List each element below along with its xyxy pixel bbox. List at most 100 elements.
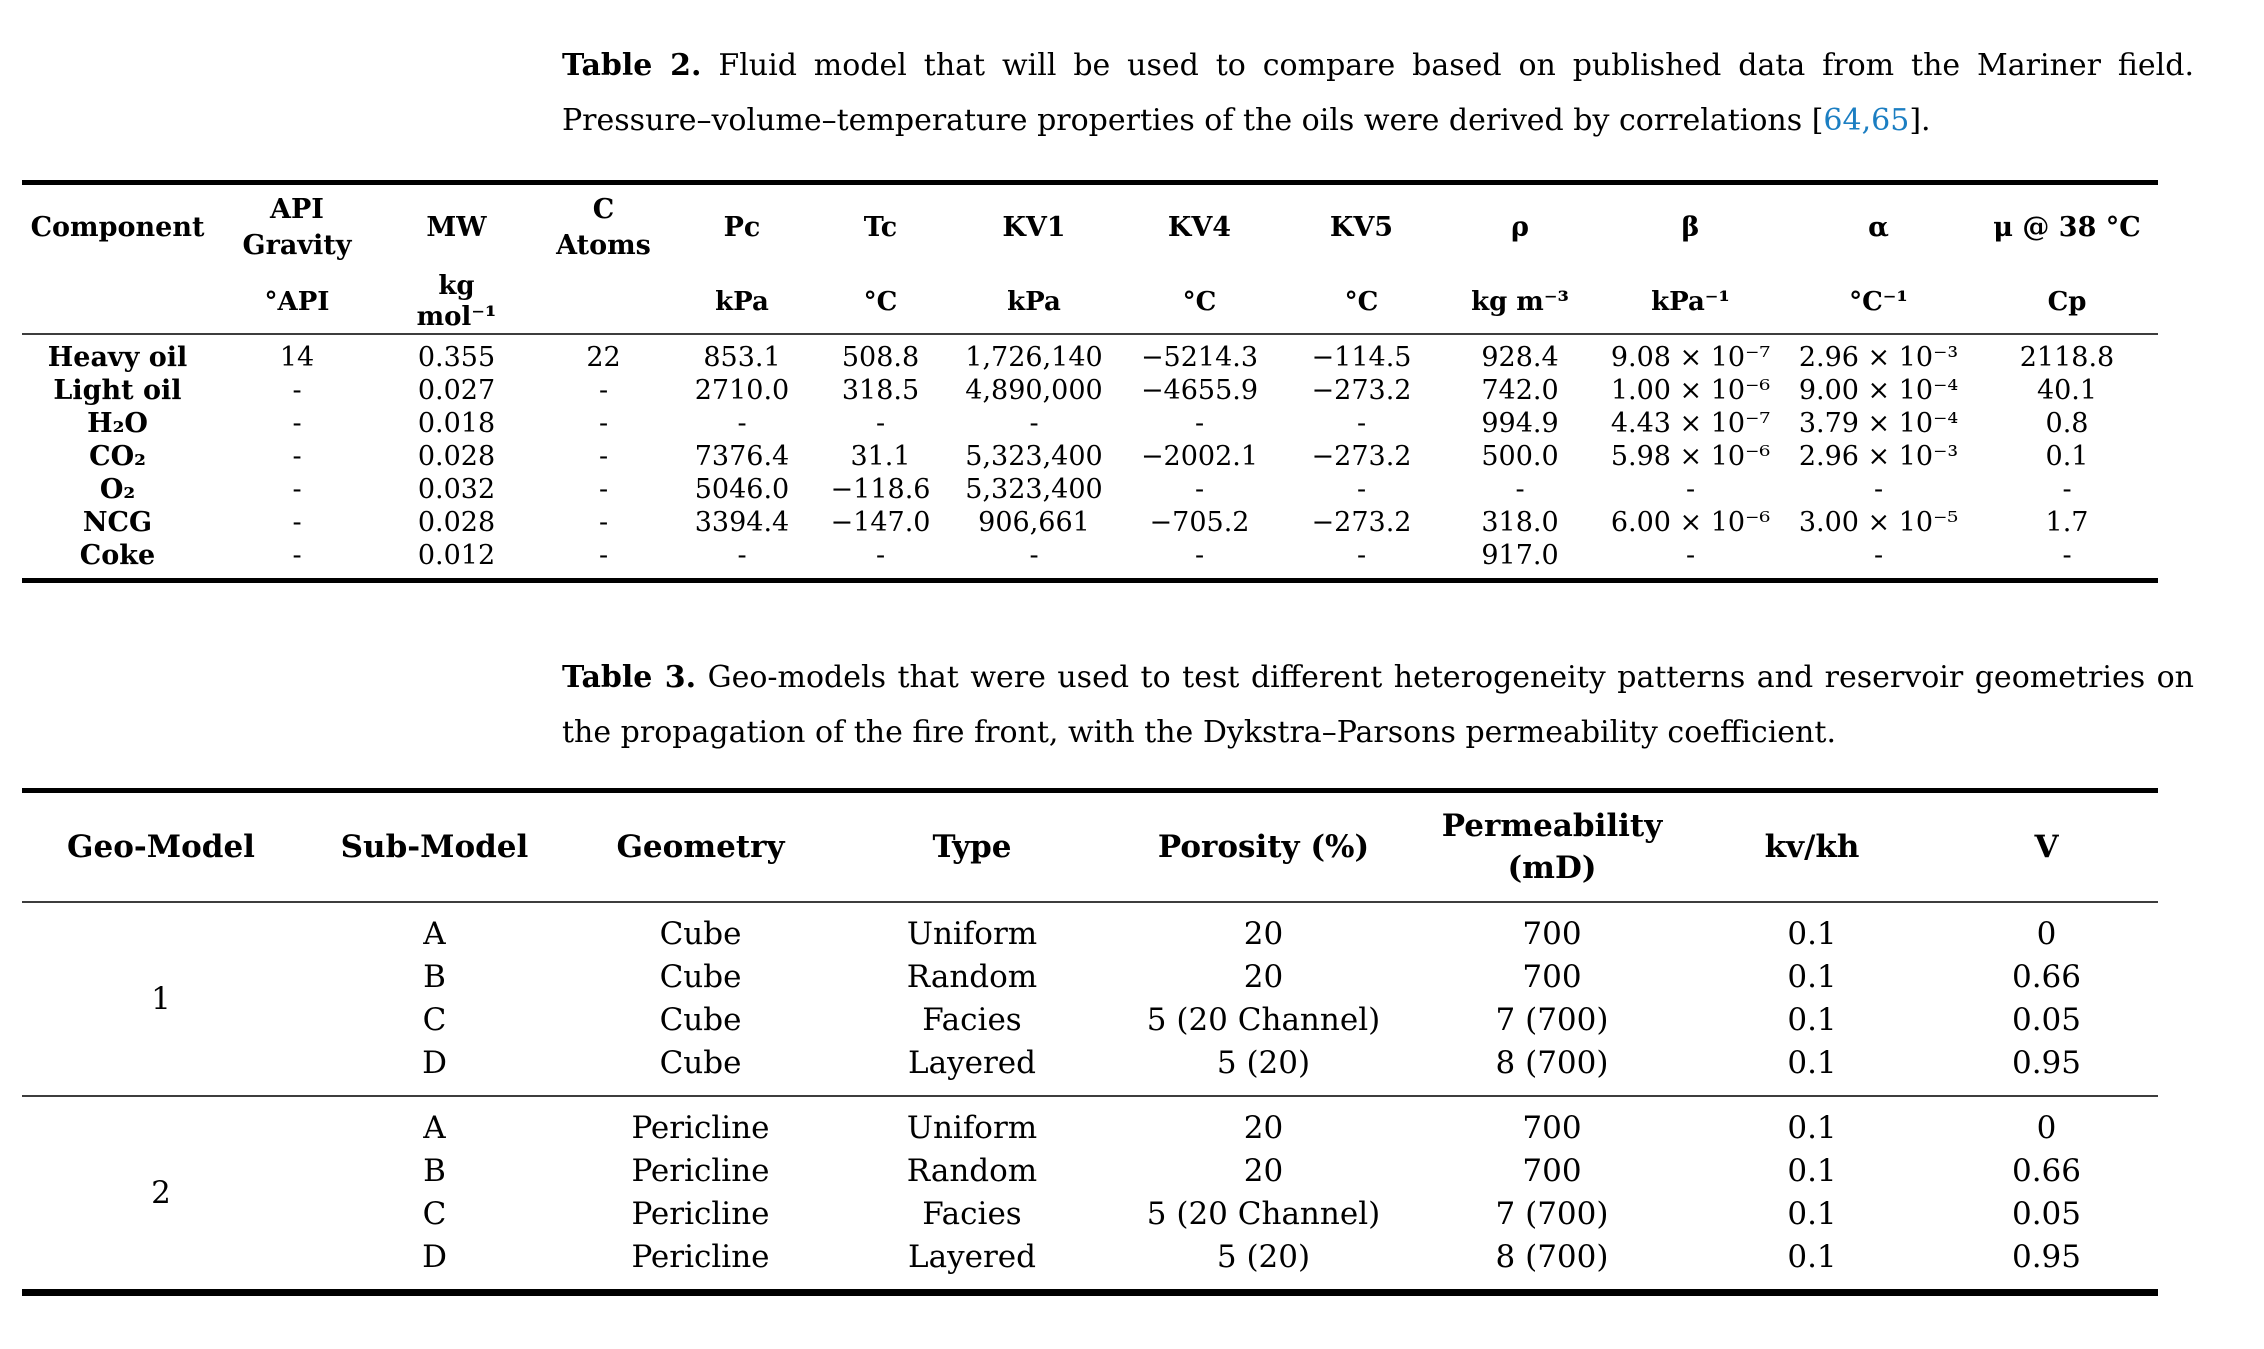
t2-cell: - [1515, 474, 1525, 505]
t3-cell: Cube [659, 1045, 742, 1081]
t2-col-name: ρ [1511, 212, 1529, 243]
t3-cell: Random [906, 959, 1038, 995]
t2-cell: - [292, 540, 302, 571]
t2-cell: 31.1 [850, 441, 911, 472]
t2-col-unit: kPa [1007, 286, 1061, 317]
t2-col-name: β [1681, 212, 1700, 243]
t2-cell: 6.00 × 10⁻⁶ [1610, 507, 1771, 538]
table3-caption-label: Table 3. [562, 660, 697, 695]
t2-col-unit: °API [264, 286, 330, 317]
t2-cell: - [598, 375, 609, 406]
t2-cell: 7376.4 [694, 441, 790, 472]
t3-cell: 0 [2036, 916, 2057, 952]
t3-cell: 0.1 [1787, 916, 1837, 952]
t3-row: C Pericline Facies 5 (20 Channel) 7 (700) 0.1… [22, 1193, 2158, 1236]
t3-header-permeability: Permeability (mD) [1441, 808, 1663, 886]
t3-cell: Uniform [906, 916, 1038, 952]
table2-header-row: Component API Gravity °API MW kg mol⁻¹ C A… [22, 185, 2158, 333]
t3-cell: Pericline [631, 1110, 770, 1146]
t2-row-coke: Coke - 0.012 - - - - - - 917.0 - - - [22, 539, 2158, 572]
t2-cell: 0.027 [417, 375, 496, 406]
t2-header-kv5: KV5 °C [1283, 185, 1440, 333]
t3-cell: 5 (20 Channel) [1146, 1002, 1381, 1038]
t3-group-2: 2 A Pericline Uniform 20 700 0.1 0 B Pericline R… [22, 1097, 2158, 1289]
t3-cell: Pericline [631, 1196, 770, 1232]
t2-cell: 0.032 [417, 474, 496, 505]
t2-cell: −705.2 [1149, 507, 1250, 538]
t3-cell: Uniform [906, 1110, 1038, 1146]
t2-header-beta: β kPa⁻¹ [1600, 185, 1781, 333]
t2-col-name: α [1868, 212, 1889, 243]
t2-col-unit: kPa⁻¹ [1651, 286, 1730, 317]
t3-cell: 7 (700) [1495, 1002, 1609, 1038]
t2-cell: −4655.9 [1140, 375, 1259, 406]
t3-cell: Cube [659, 916, 742, 952]
t2-cell: - [598, 441, 609, 472]
t3-row: B Pericline Random 20 700 0.1 0.66 [22, 1150, 2158, 1193]
t2-cell: - [1029, 408, 1039, 439]
t2-cell: 0.028 [417, 507, 496, 538]
t2-cell: 4.43 × 10⁻⁷ [1610, 408, 1771, 439]
table3-top-rule [22, 788, 2158, 793]
t2-col-name: C Atoms [556, 194, 651, 261]
t3-header-kvkh: kv/kh [1764, 829, 1860, 865]
t2-cell: 928.4 [1481, 342, 1559, 373]
t2-header-api-gravity: API Gravity °API [213, 185, 381, 333]
t2-cell: - [1194, 408, 1205, 439]
t3-cell: D [422, 1239, 447, 1275]
t3-row: C Cube Facies 5 (20 Channel) 7 (700) 0.1 0.05 [22, 999, 2158, 1042]
t2-cell: 14 [279, 342, 315, 373]
table2-header-rule [22, 333, 2158, 335]
t2-cell: Light oil [53, 375, 182, 406]
t2-col-name: MW [426, 212, 487, 243]
t2-cell: 917.0 [1481, 540, 1559, 571]
t2-row-light-oil: Light oil - 0.027 - 2710.0 318.5 4,890,000 −465… [22, 374, 2158, 407]
table3-caption-text: Geo-models that were used to test differ… [562, 660, 2194, 750]
t2-cell: 2710.0 [694, 375, 790, 406]
citation-link-65[interactable]: 65 [1871, 103, 1910, 138]
table3-header-rule [22, 901, 2158, 903]
t3-cell: 0.66 [2011, 959, 2082, 995]
t3-cell: C [422, 1196, 447, 1232]
t2-cell: 9.08 × 10⁻⁷ [1610, 342, 1771, 373]
t2-col-unit: Cp [2047, 286, 2087, 317]
t2-cell: O₂ [99, 474, 136, 505]
t2-col-name: Tc [863, 212, 898, 243]
table3-bottom-rule [22, 1289, 2158, 1296]
t2-cell: 3.79 × 10⁻⁴ [1798, 408, 1959, 439]
t2-cell: 4,890,000 [965, 375, 1103, 406]
t2-cell: 500.0 [1481, 441, 1559, 472]
t2-cell: - [292, 441, 302, 472]
t3-cell: 20 [1243, 1110, 1284, 1146]
t2-cell: 853.1 [703, 342, 781, 373]
table2-caption-label: Table 2. [562, 48, 702, 83]
t3-row: A Cube Uniform 20 700 0.1 0 [22, 913, 2158, 956]
t2-cell: −5214.3 [1140, 342, 1259, 373]
t3-cell: 0.1 [1787, 1110, 1837, 1146]
t3-cell: 20 [1243, 916, 1284, 952]
t2-cell: 0.012 [417, 540, 496, 571]
t2-cell: - [1685, 474, 1696, 505]
table2-top-rule [22, 180, 2158, 185]
t2-cell: 0.1 [2045, 441, 2089, 472]
t2-header-pc: Pc kPa [675, 185, 809, 333]
t3-header-geo-model: Geo-Model [67, 829, 255, 865]
t3-cell: Random [906, 1153, 1038, 1189]
t3-cell: Layered [908, 1045, 1036, 1081]
citation-link-64[interactable]: 64 [1823, 103, 1862, 138]
t3-cell: 0.1 [1787, 1045, 1837, 1081]
t2-header-kv1: KV1 kPa [952, 185, 1116, 333]
t3-cell: Pericline [631, 1239, 770, 1275]
t2-col-name: μ @ 38 °C [1993, 212, 2141, 243]
t3-cell: 0.05 [2011, 1002, 2082, 1038]
table3-caption: Table 3. Geo-models that were used to te… [562, 650, 2194, 760]
t2-cell: - [1873, 540, 1884, 571]
t3-row: D Cube Layered 5 (20) 8 (700) 0.1 0.95 [22, 1042, 2158, 1085]
t3-cell: 0.1 [1787, 1239, 1837, 1275]
t3-cell: 0.1 [1787, 1153, 1837, 1189]
t2-col-unit [532, 271, 675, 333]
t2-col-name: KV5 [1329, 212, 1394, 243]
t3-group-1: 1 A Cube Uniform 20 700 0.1 0 B Cube Random 20 700… [22, 903, 2158, 1095]
t2-cell: 742.0 [1481, 375, 1559, 406]
